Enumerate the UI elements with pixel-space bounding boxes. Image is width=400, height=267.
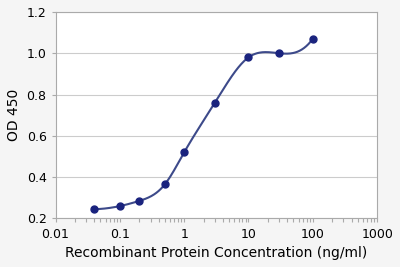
Y-axis label: OD 450: OD 450 — [7, 89, 21, 141]
X-axis label: Recombinant Protein Concentration (ng/ml): Recombinant Protein Concentration (ng/ml… — [65, 246, 368, 260]
